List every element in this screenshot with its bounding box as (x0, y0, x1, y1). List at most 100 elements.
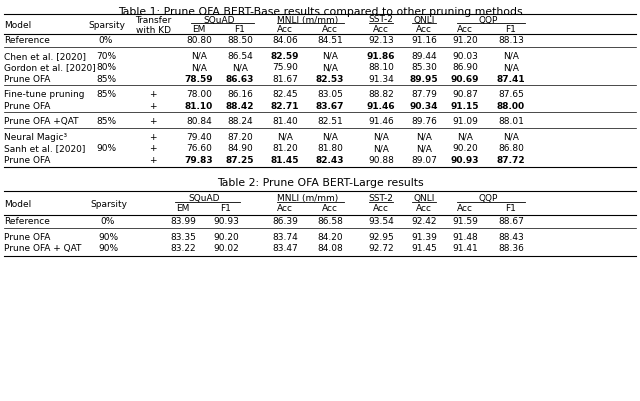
Text: 91.46: 91.46 (367, 101, 396, 110)
Text: 81.45: 81.45 (271, 155, 300, 164)
Text: 89.95: 89.95 (410, 75, 438, 83)
Text: 91.34: 91.34 (368, 75, 394, 83)
Text: 78.59: 78.59 (185, 75, 213, 83)
Text: Reference: Reference (4, 36, 50, 45)
Text: 88.10: 88.10 (368, 63, 394, 72)
Text: 88.13: 88.13 (498, 36, 524, 45)
Text: EM: EM (176, 204, 189, 213)
Text: 88.36: 88.36 (498, 244, 524, 253)
Text: 90.93: 90.93 (451, 155, 479, 164)
Text: 91.41: 91.41 (452, 244, 478, 253)
Text: 91.46: 91.46 (368, 117, 394, 126)
Text: Neural Magic³: Neural Magic³ (4, 132, 67, 142)
Text: 91.15: 91.15 (451, 101, 479, 110)
Text: 91.09: 91.09 (452, 117, 478, 126)
Text: N/A: N/A (322, 52, 338, 61)
Text: +: + (149, 101, 157, 110)
Text: 92.42: 92.42 (412, 217, 436, 226)
Text: 88.50: 88.50 (227, 36, 253, 45)
Text: Sparsity: Sparsity (88, 21, 125, 30)
Text: 87.41: 87.41 (497, 75, 525, 83)
Text: SQuAD: SQuAD (189, 194, 220, 203)
Text: 84.90: 84.90 (227, 144, 253, 153)
Text: N/A: N/A (373, 144, 389, 153)
Text: 0%: 0% (99, 36, 113, 45)
Text: 89.76: 89.76 (411, 117, 437, 126)
Text: Acc: Acc (373, 25, 389, 34)
Text: F1: F1 (506, 204, 516, 213)
Text: 90.88: 90.88 (368, 155, 394, 164)
Text: MNLI (m/mm): MNLI (m/mm) (277, 16, 338, 24)
Text: 91.59: 91.59 (452, 217, 478, 226)
Text: 91.16: 91.16 (411, 36, 437, 45)
Text: +: + (149, 132, 157, 142)
Text: 80.80: 80.80 (186, 36, 212, 45)
Text: Prune OFA: Prune OFA (4, 75, 51, 83)
Text: 91.48: 91.48 (452, 232, 478, 241)
Text: 91.86: 91.86 (367, 52, 396, 61)
Text: 82.53: 82.53 (316, 75, 344, 83)
Text: +: + (149, 144, 157, 153)
Text: Acc: Acc (322, 25, 338, 34)
Text: Prune OFA +QAT: Prune OFA +QAT (4, 117, 79, 126)
Text: SST-2: SST-2 (369, 194, 394, 203)
Text: Acc: Acc (416, 204, 432, 213)
Text: SST-2: SST-2 (369, 16, 394, 24)
Text: 84.06: 84.06 (272, 36, 298, 45)
Text: 91.20: 91.20 (452, 36, 478, 45)
Text: 76.60: 76.60 (186, 144, 212, 153)
Text: 81.40: 81.40 (272, 117, 298, 126)
Text: N/A: N/A (416, 132, 432, 142)
Text: 83.74: 83.74 (272, 232, 298, 241)
Text: 89.44: 89.44 (411, 52, 437, 61)
Text: Fine-tune pruning: Fine-tune pruning (4, 90, 84, 99)
Text: 88.00: 88.00 (497, 101, 525, 110)
Text: N/A: N/A (322, 132, 338, 142)
Text: 90.20: 90.20 (452, 144, 478, 153)
Text: 82.51: 82.51 (317, 117, 343, 126)
Text: 92.13: 92.13 (368, 36, 394, 45)
Text: QQP: QQP (478, 16, 498, 24)
Text: 83.47: 83.47 (272, 244, 298, 253)
Text: +: + (149, 117, 157, 126)
Text: 88.43: 88.43 (498, 232, 524, 241)
Text: 90.93: 90.93 (213, 217, 239, 226)
Text: 81.20: 81.20 (272, 144, 298, 153)
Text: N/A: N/A (373, 132, 389, 142)
Text: 84.08: 84.08 (317, 244, 343, 253)
Text: 86.90: 86.90 (452, 63, 478, 72)
Text: Acc: Acc (277, 25, 293, 34)
Text: 82.45: 82.45 (272, 90, 298, 99)
Text: Sparsity: Sparsity (90, 200, 127, 209)
Text: Model: Model (4, 200, 31, 209)
Text: 75.90: 75.90 (272, 63, 298, 72)
Text: N/A: N/A (457, 132, 473, 142)
Text: 83.67: 83.67 (316, 101, 344, 110)
Text: 86.39: 86.39 (272, 217, 298, 226)
Text: +: + (149, 155, 157, 164)
Text: Table 2: Prune OFA BERT-Large results: Table 2: Prune OFA BERT-Large results (217, 178, 423, 188)
Text: QNLI: QNLI (413, 16, 435, 24)
Text: 87.20: 87.20 (227, 132, 253, 142)
Text: 85%: 85% (96, 75, 116, 83)
Text: QQP: QQP (478, 194, 498, 203)
Text: N/A: N/A (191, 63, 207, 72)
Text: 81.80: 81.80 (317, 144, 343, 153)
Text: Prune OFA: Prune OFA (4, 101, 51, 110)
Text: N/A: N/A (191, 52, 207, 61)
Text: 90%: 90% (98, 232, 118, 241)
Text: 79.40: 79.40 (186, 132, 212, 142)
Text: 86.80: 86.80 (498, 144, 524, 153)
Text: SQuAD: SQuAD (204, 16, 236, 24)
Text: Reference: Reference (4, 217, 50, 226)
Text: MNLI (m/mm): MNLI (m/mm) (277, 194, 338, 203)
Text: Prune OFA: Prune OFA (4, 155, 51, 164)
Text: N/A: N/A (503, 132, 519, 142)
Text: 83.99: 83.99 (170, 217, 196, 226)
Text: 93.54: 93.54 (368, 217, 394, 226)
Text: 83.05: 83.05 (317, 90, 343, 99)
Text: 83.22: 83.22 (170, 244, 196, 253)
Text: Chen et al. [2020]: Chen et al. [2020] (4, 52, 86, 61)
Text: 81.10: 81.10 (185, 101, 213, 110)
Text: 79.83: 79.83 (185, 155, 213, 164)
